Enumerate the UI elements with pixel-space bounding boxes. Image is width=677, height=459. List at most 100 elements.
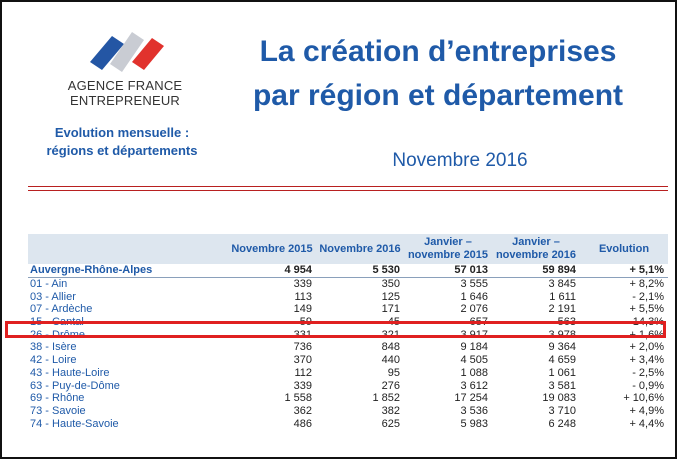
- title-line1: La création d’entreprises: [259, 35, 617, 68]
- table-cell: 370: [293, 354, 312, 367]
- table-cell: 9 184: [460, 341, 488, 354]
- table-cell: 5 530: [316, 264, 404, 278]
- table-cell: 486: [293, 417, 312, 430]
- table-cell: 362: [293, 404, 312, 417]
- divider-rule: [28, 190, 668, 191]
- table-cell: 350: [381, 278, 400, 291]
- table-cell: 1 088: [460, 366, 488, 379]
- table-cell: 4 505: [460, 354, 488, 367]
- divider-rule: [28, 186, 668, 187]
- creation-table: Novembre 2015 Novembre 2016 Janvier – no…: [28, 234, 668, 430]
- table-cell: 331: [293, 328, 312, 341]
- table-cell: 57 013: [404, 264, 492, 278]
- table-cell: 3 710: [548, 404, 576, 417]
- row-label: Auvergne-Rhône-Alpes: [28, 264, 228, 278]
- table-row: 42 - Loire 370 440 4 505 4 659 + 3,4%: [28, 354, 668, 367]
- report-month: Novembre 2016: [392, 150, 528, 171]
- column-header: [28, 234, 228, 264]
- table-cell: 17 254: [454, 392, 488, 405]
- row-label: 07 - Ardèche: [30, 303, 93, 316]
- table-row: 26 - Drôme 331 321 3 917 3 978 + 1,6%: [28, 328, 668, 341]
- table-cell: + 8,2%: [629, 278, 664, 291]
- row-label: 63 - Puy-de-Dôme: [30, 379, 120, 392]
- column-header: Evolution: [598, 242, 650, 255]
- table-cell: 3 555: [460, 278, 488, 291]
- logo-ribbons-icon: [90, 32, 164, 72]
- table-cell: 339: [293, 379, 312, 392]
- table-cell: 1 061: [548, 366, 576, 379]
- logo-text-line2: ENTREPRENEUR: [69, 93, 181, 108]
- table-row: 07 - Ardèche 149 171 2 076 2 191 + 5,5%: [28, 303, 668, 316]
- table-cell: + 4,4%: [629, 417, 664, 430]
- table-row: 74 - Haute-Savoie 486 625 5 983 6 248 + 4,4%: [28, 417, 668, 430]
- table-cell: 2 076: [460, 303, 488, 316]
- column-header: Novembre 2015: [231, 242, 313, 255]
- table-cell: - 2,5%: [632, 366, 664, 379]
- table-cell: 3 978: [548, 328, 576, 341]
- table-cell: 4 954: [228, 264, 316, 278]
- table-cell: 149: [293, 303, 312, 316]
- table-cell: - 2,1%: [632, 290, 664, 303]
- row-label: 26 - Drôme: [30, 328, 86, 341]
- table-cell: 276: [381, 379, 400, 392]
- table-cell: + 5,5%: [629, 303, 664, 316]
- table-cell: 171: [381, 303, 400, 316]
- table-cell: 3 612: [460, 379, 488, 392]
- table-row: 73 - Savoie 362 382 3 536 3 710 + 4,9%: [28, 405, 668, 418]
- table-cell: 125: [381, 290, 400, 303]
- table-cell: + 2,0%: [629, 341, 664, 354]
- table-cell: 6 248: [548, 417, 576, 430]
- table-header-row: Novembre 2015 Novembre 2016 Janvier – no…: [28, 234, 668, 264]
- table-cell: 382: [381, 404, 400, 417]
- table-row: 43 - Haute-Loire 112 95 1 088 1 061 - 2,5%: [28, 367, 668, 380]
- table-cell: 2 191: [548, 303, 576, 316]
- table-cell: 59 894: [492, 264, 580, 278]
- row-label: 74 - Haute-Savoie: [30, 417, 119, 430]
- table-row: 01 - Ain 339 350 3 555 3 845 + 8,2%: [28, 277, 668, 290]
- row-label: 42 - Loire: [30, 354, 77, 367]
- table-cell: 339: [293, 278, 312, 291]
- table-cell: 1 646: [460, 290, 488, 303]
- table-cell: 19 083: [542, 392, 576, 405]
- agence-france-entrepreneur-logo: AGENCE FRANCE ENTREPRENEUR: [60, 22, 190, 112]
- table-cell: + 1,6%: [629, 328, 664, 341]
- row-label: 69 - Rhône: [30, 392, 85, 405]
- table-cell: 4 659: [548, 354, 576, 367]
- table-cell: 1 852: [372, 392, 400, 405]
- subtitle-line2: régions et départements: [46, 143, 198, 158]
- table-cell: 3 581: [548, 379, 576, 392]
- table-cell: 440: [381, 354, 400, 367]
- table-cell: 625: [381, 417, 400, 430]
- subtitle-line1: Evolution mensuelle :: [54, 125, 190, 140]
- table-cell: 3 845: [548, 278, 576, 291]
- table-cell: 1 558: [284, 392, 312, 405]
- region-row: Auvergne-Rhône-Alpes 4 954 5 530 57 013 59 8…: [28, 264, 668, 278]
- table-cell: 112: [294, 366, 312, 379]
- table-row: 03 - Allier 113 125 1 646 1 611 - 2,1%: [28, 290, 668, 303]
- table-cell: 1 611: [549, 290, 576, 303]
- table-cell: - 0,9%: [632, 379, 664, 392]
- table-cell: + 5,1%: [580, 264, 668, 278]
- row-label: 01 - Ain: [30, 278, 68, 291]
- title-line2: par région et département: [252, 79, 624, 112]
- logo-text-line1: AGENCE FRANCE: [67, 78, 183, 93]
- table-cell: 9 364: [548, 341, 576, 354]
- column-header: Janvier – novembre 2016: [495, 236, 577, 261]
- column-header: Novembre 2016: [319, 242, 401, 255]
- table-cell: 3 536: [460, 404, 488, 417]
- row-label: 73 - Savoie: [30, 404, 86, 417]
- table-row: 63 - Puy-de-Dôme 339 276 3 612 3 581 - 0,9%: [28, 379, 668, 392]
- row-label: 43 - Haute-Loire: [30, 366, 110, 379]
- table-row: 38 - Isère 736 848 9 184 9 364 + 2,0%: [28, 341, 668, 354]
- table-cell: 321: [381, 328, 400, 341]
- table-row: 69 - Rhône 1 558 1 852 17 254 19 083 + 10,6%: [28, 392, 668, 405]
- subtitle: Evolution mensuelle : régions et départe…: [20, 124, 224, 160]
- table-cell: + 10,6%: [623, 392, 664, 405]
- row-label: 03 - Allier: [30, 290, 76, 303]
- page-title: La création d’entreprises par région et …: [208, 30, 668, 118]
- table-cell: + 3,4%: [629, 354, 664, 367]
- table-cell: 848: [381, 341, 400, 354]
- table-cell: 95: [387, 366, 400, 379]
- table-cell: 113: [294, 290, 312, 303]
